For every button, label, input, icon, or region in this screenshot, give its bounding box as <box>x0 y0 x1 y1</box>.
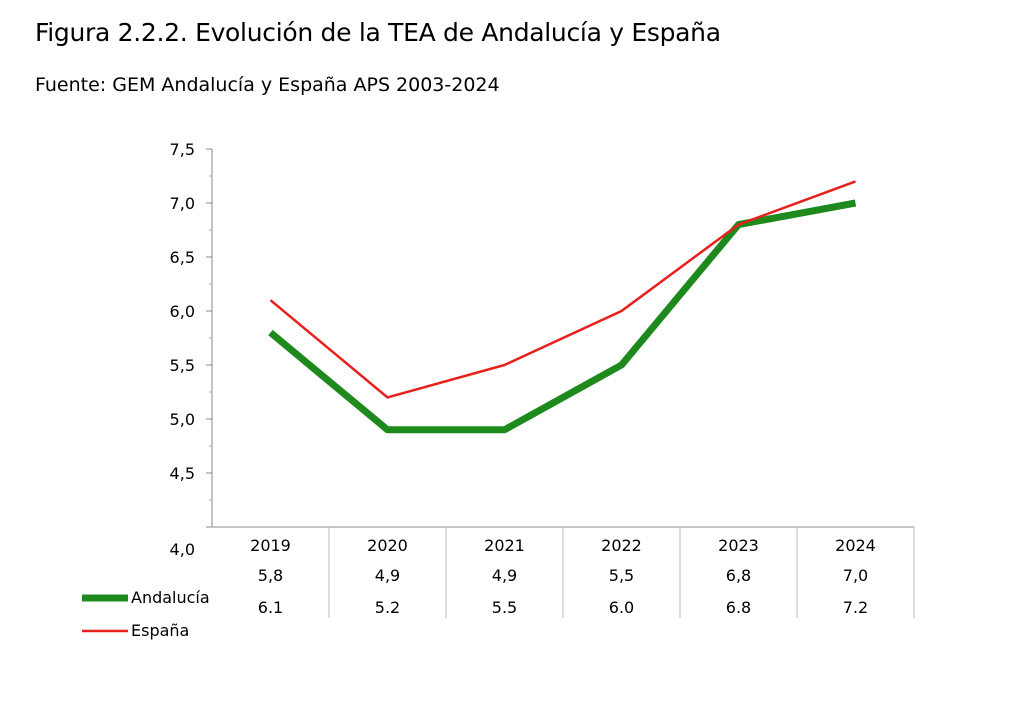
series-line-espana <box>269 180 856 399</box>
x-tick-label: 2023 <box>718 536 759 555</box>
y-tick-label: 5,5 <box>170 356 195 375</box>
y-tick-label: 6,5 <box>170 248 195 267</box>
data-table-cell: 7.2 <box>843 598 868 617</box>
legend-label-andalucia: Andalucía <box>131 588 210 607</box>
chart-subtitle: Fuente: GEM Andalucía y España APS 2003-… <box>35 74 500 96</box>
data-table-cell: 6.8 <box>726 598 751 617</box>
y-tick-label: 4,0 <box>170 540 195 559</box>
data-table-cell: 5.5 <box>492 598 517 617</box>
chart-title: Figura 2.2.2. Evolución de la TEA de And… <box>35 18 721 47</box>
data-table-cell: 4,9 <box>492 566 517 585</box>
data-table-cell: 7,0 <box>843 566 868 585</box>
data-table-cell: 5,8 <box>258 566 283 585</box>
data-table-cell: 5.2 <box>375 598 400 617</box>
data-table-cell: 6.1 <box>258 598 283 617</box>
x-tick-label: 2019 <box>250 536 291 555</box>
data-table-cell: 4,9 <box>375 566 400 585</box>
series-line-andalucia <box>268 199 857 434</box>
data-table-cell: 6.0 <box>609 598 634 617</box>
data-table-cell: 5,5 <box>609 566 634 585</box>
y-tick-label: 7,5 <box>170 140 195 159</box>
y-tick-label: 5,0 <box>170 410 195 429</box>
x-tick-label: 2021 <box>484 536 525 555</box>
x-tick-label: 2022 <box>601 536 642 555</box>
x-tick-label: 2020 <box>367 536 408 555</box>
x-tick-label: 2024 <box>835 536 876 555</box>
y-tick-label: 4,5 <box>170 464 195 483</box>
y-tick-label: 6,0 <box>170 302 195 321</box>
y-tick-label: 7,0 <box>170 194 195 213</box>
data-table-cell: 6,8 <box>726 566 751 585</box>
legend-label-espana: España <box>131 621 189 640</box>
